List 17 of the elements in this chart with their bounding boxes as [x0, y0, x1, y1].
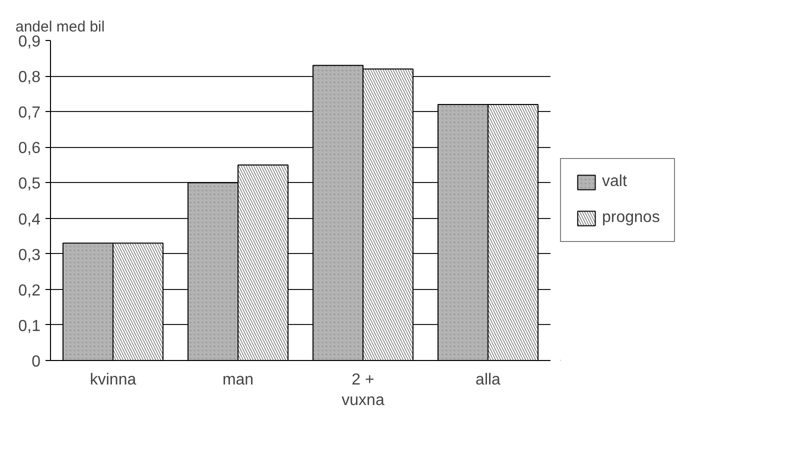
y-axis-title: andel med bil — [16, 18, 105, 36]
y-tick-label: 0,2 — [18, 282, 41, 300]
y-tick-label: 0,4 — [18, 211, 41, 228]
legend-label: valt — [602, 173, 627, 191]
x-tick-label: man — [222, 372, 254, 388]
y-tick-label: 0,3 — [18, 246, 41, 264]
y-tick-label: 0,9 — [18, 34, 41, 50]
legend-label: prognos — [602, 209, 660, 227]
y-tick-label: 0,5 — [18, 176, 41, 193]
x-tick-label: alla — [476, 372, 501, 388]
y-tick-label: 0,8 — [18, 69, 41, 86]
y-tick-label: 0 — [32, 354, 41, 370]
x-tick-label: kvinna — [90, 372, 136, 388]
y-tick-label: 0,7 — [18, 104, 41, 122]
y-tick-label: 0,1 — [18, 318, 41, 335]
y-tick-label: 0,6 — [18, 140, 41, 158]
x-tick-label: 2 + vuxna — [342, 372, 384, 409]
